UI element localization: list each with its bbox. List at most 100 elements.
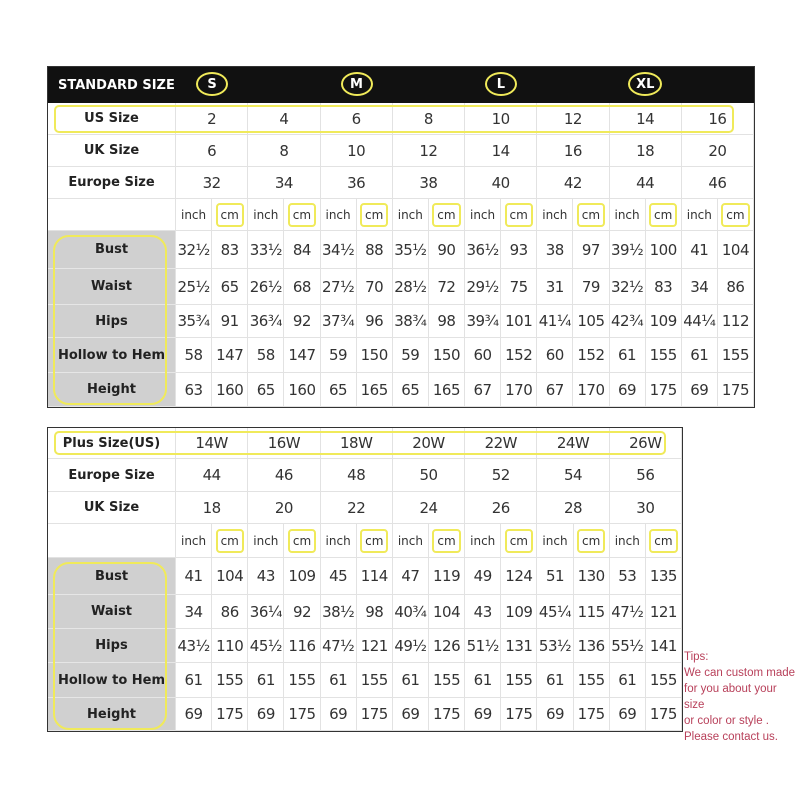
measure-value: 47	[392, 558, 429, 595]
size-value: 22W	[465, 428, 538, 459]
unit-cm-label: cm	[504, 202, 533, 227]
unit-cm-label: cm	[649, 528, 678, 553]
unit-cm: cm	[284, 199, 321, 231]
measure-value: 175	[501, 698, 538, 731]
measure-value: 109	[645, 305, 682, 338]
measure-value: 91	[212, 305, 249, 338]
unit-cm-label: cm	[360, 528, 389, 553]
measure-value: 109	[284, 558, 321, 595]
measure-value: 98	[428, 305, 465, 338]
measure-value: 121	[645, 595, 682, 629]
unit-cm-label: cm	[215, 528, 244, 553]
size-value: 10	[320, 135, 393, 167]
measure-value: 61	[465, 663, 502, 698]
size-value: 6	[320, 103, 393, 135]
size-value: 20W	[392, 428, 466, 459]
measure-value: 124	[501, 558, 538, 595]
size-value: 14	[609, 103, 682, 135]
size-value: 44	[176, 459, 249, 492]
measure-value: 155	[645, 663, 682, 698]
measure-value: 36½	[465, 231, 502, 269]
unit-cm: cm	[428, 199, 465, 231]
measure-value: 34½	[320, 231, 357, 269]
measure-value: 116	[284, 629, 321, 663]
measure-value: 40¾	[392, 595, 429, 629]
size-value: 40	[465, 167, 538, 199]
measure-value: 44¼	[681, 305, 718, 338]
size-value: 16	[537, 135, 610, 167]
unit-cm: cm	[212, 199, 249, 231]
size-value: 34	[248, 167, 321, 199]
measure-value: 96	[356, 305, 393, 338]
unit-inch: inch	[320, 524, 357, 558]
measure-label: Hips	[48, 629, 176, 663]
size-value: 14	[465, 135, 538, 167]
size-letter-badge: M	[340, 72, 373, 96]
unit-inch: inch	[465, 199, 502, 231]
unit-cm-label: cm	[215, 202, 244, 227]
size-value: 26	[465, 492, 538, 524]
measure-value: 43	[465, 595, 502, 629]
size-value: 16W	[248, 428, 321, 459]
measure-value: 90	[428, 231, 465, 269]
measure-value: 165	[428, 373, 465, 407]
measure-value: 32½	[609, 269, 646, 305]
measure-value: 131	[501, 629, 538, 663]
measure-value: 160	[212, 373, 249, 407]
measure-value: 75	[501, 269, 538, 305]
measure-value: 26½	[248, 269, 285, 305]
measure-label: Bust	[48, 558, 176, 595]
measure-value: 35½	[392, 231, 429, 269]
measure-value: 100	[645, 231, 682, 269]
measure-value: 60	[465, 338, 502, 373]
unit-cm: cm	[717, 199, 754, 231]
measure-value: 135	[645, 558, 682, 595]
measure-label: Hips	[48, 305, 176, 338]
size-value: 20	[248, 492, 321, 524]
size-value: 12	[537, 103, 610, 135]
measure-value: 49	[465, 558, 502, 595]
size-value: 32	[176, 167, 249, 199]
size-value: 22	[320, 492, 393, 524]
measure-value: 61	[681, 338, 718, 373]
measure-label: Height	[48, 698, 176, 731]
measure-value: 65	[248, 373, 285, 407]
measure-value: 53	[609, 558, 646, 595]
measure-value: 155	[501, 663, 538, 698]
measure-value: 83	[645, 269, 682, 305]
measure-value: 147	[284, 338, 321, 373]
size-letter-badge: L	[484, 72, 517, 96]
size-value: 44	[609, 167, 682, 199]
measure-value: 86	[717, 269, 754, 305]
unit-cm-label: cm	[287, 202, 317, 227]
measure-value: 25½	[176, 269, 213, 305]
measure-value: 150	[428, 338, 465, 373]
measure-value: 92	[284, 595, 321, 629]
measure-value: 34	[681, 269, 718, 305]
size-value: 30	[609, 492, 682, 524]
unit-cm: cm	[645, 199, 682, 231]
measure-value: 175	[356, 698, 393, 731]
measure-value: 109	[501, 595, 538, 629]
row-label: Europe Size	[48, 167, 176, 199]
size-value: 6	[176, 135, 249, 167]
measure-value: 110	[212, 629, 249, 663]
measure-value: 65	[320, 373, 357, 407]
unit-row-spacer	[48, 524, 176, 558]
measure-value: 39¾	[465, 305, 502, 338]
measure-value: 105	[573, 305, 610, 338]
size-value: 8	[248, 135, 321, 167]
measure-value: 86	[212, 595, 249, 629]
measure-value: 36¾	[248, 305, 285, 338]
unit-cm: cm	[212, 524, 249, 558]
measure-value: 49½	[392, 629, 429, 663]
size-value: 28	[537, 492, 610, 524]
standard-size-table: STANDARD SIZE S M L XL US Size 2 4 6 8 10 12 14 16 UK …	[47, 66, 755, 408]
measure-value: 45½	[248, 629, 285, 663]
measure-value: 29½	[465, 269, 502, 305]
size-value: 16	[681, 103, 754, 135]
measure-value: 97	[573, 231, 610, 269]
measure-value: 45	[320, 558, 357, 595]
measure-value: 53½	[537, 629, 574, 663]
unit-cm: cm	[356, 524, 393, 558]
